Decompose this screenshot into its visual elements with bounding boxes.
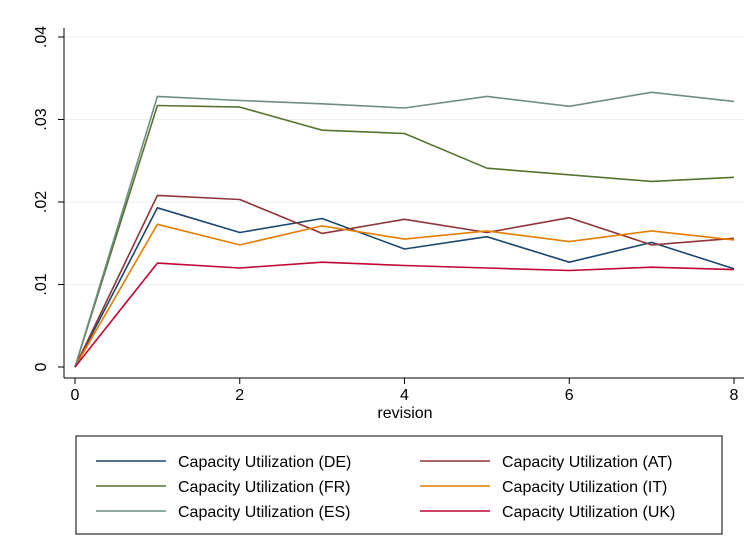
x-tick-label: 0 xyxy=(71,387,80,404)
x-tick-label: 4 xyxy=(400,387,409,404)
x-tick-label: 8 xyxy=(730,387,739,404)
series-line xyxy=(74,104,735,368)
series-line xyxy=(74,223,735,368)
x-tick-label: 2 xyxy=(235,387,244,404)
legend-label: Capacity Utilization (ES) xyxy=(178,504,351,521)
series-line xyxy=(74,194,735,368)
y-tick-label: .02 xyxy=(33,191,50,213)
axes: 0 .01 .02 .03 .04 0 2 4 6 8 xyxy=(33,26,744,404)
series-line xyxy=(74,207,735,368)
gridlines xyxy=(64,36,744,285)
x-tick-label: 6 xyxy=(565,387,574,404)
legend-label: Capacity Utilization (FR) xyxy=(178,479,350,496)
y-tick-label: .01 xyxy=(33,273,50,295)
x-axis-label: revision xyxy=(377,405,432,422)
series-lines xyxy=(74,91,735,368)
series-line xyxy=(74,261,735,368)
legend-label: Capacity Utilization (IT) xyxy=(502,479,667,496)
y-tick-label: .03 xyxy=(33,108,50,130)
legend-label: Capacity Utilization (AT) xyxy=(502,454,672,471)
series-line xyxy=(74,91,735,368)
y-tick-label: 0 xyxy=(33,362,50,371)
legend-label: Capacity Utilization (UK) xyxy=(502,504,675,521)
legend-box xyxy=(75,435,723,535)
y-tick-label: .04 xyxy=(33,26,50,48)
legend: Capacity Utilization (DE) Capacity Utiliz… xyxy=(75,435,723,535)
legend-label: Capacity Utilization (DE) xyxy=(178,454,351,471)
